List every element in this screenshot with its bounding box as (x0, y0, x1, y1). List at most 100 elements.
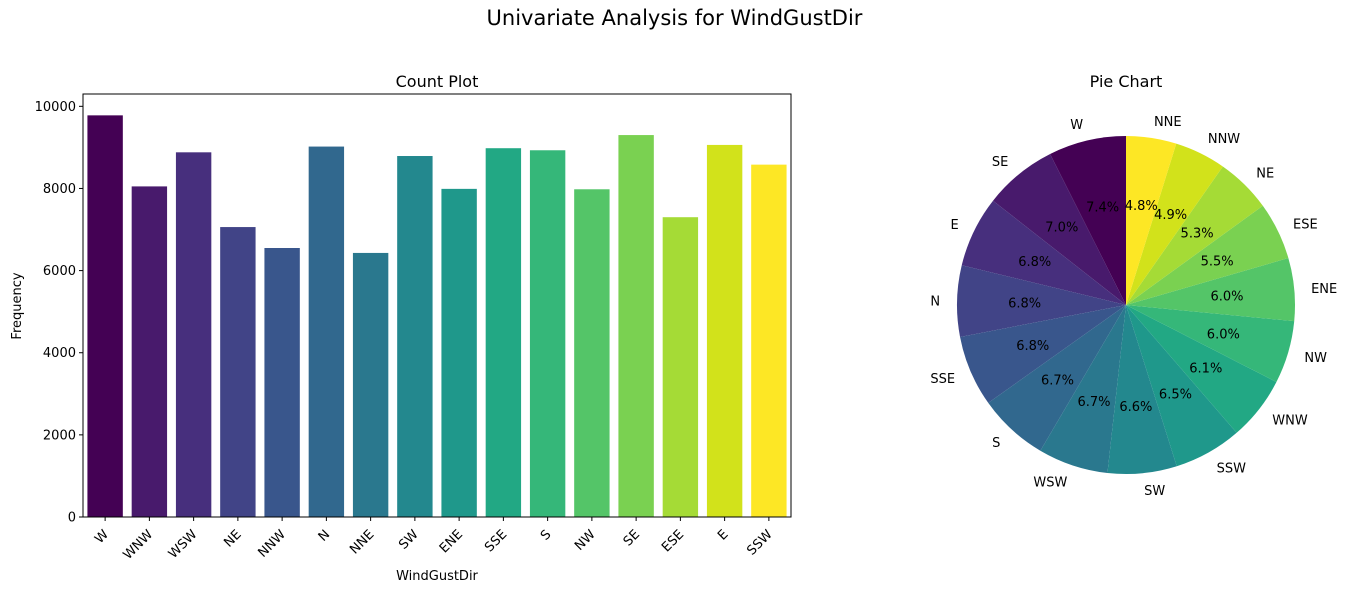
pie-percent-label: 6.8% (1018, 255, 1051, 270)
x-tick-label: E (715, 527, 731, 543)
pie-percent-label: 5.3% (1181, 227, 1214, 242)
bar-s (529, 150, 566, 517)
bar-wnw (131, 186, 168, 518)
x-tick-label: SSW (744, 527, 775, 558)
pie-percent-label: 5.5% (1201, 254, 1234, 269)
x-tick-label: ENE (437, 527, 466, 556)
count-plot-title: Count Plot (396, 72, 479, 91)
slice-nne (1126, 136, 1177, 305)
x-tick-label: SW (396, 527, 422, 553)
bar-ne (220, 227, 256, 518)
slice-sse (960, 305, 1126, 403)
pie-percent-label: 6.7% (1078, 395, 1111, 410)
y-tick-label: 6000 (43, 264, 76, 279)
bar-nnw (264, 248, 300, 517)
pie-percent-label: 6.0% (1210, 290, 1243, 305)
slice-n (956, 265, 1126, 337)
x-tick-label: N (316, 527, 333, 544)
x-tick-label: ESE (659, 527, 687, 555)
slice-wnw (1126, 305, 1277, 433)
plot-frame (82, 93, 792, 518)
pie-labels: W 7.4% SE 7.0% E 6.8% N 6.8% SSE 6.8% S 6.7% WSW 6.7%… (930, 115, 1337, 499)
pie-percent-label: 6.7% (1041, 374, 1074, 389)
slice-ene (1126, 258, 1295, 322)
slice-e (961, 200, 1126, 305)
slice-ssw (1126, 305, 1237, 467)
bar-ssw (751, 164, 787, 517)
x-tick-label: NW (572, 527, 599, 554)
slice-nw (1126, 305, 1295, 383)
pie-category-label: ESE (1293, 217, 1318, 232)
y-tick-label: 10000 (35, 100, 76, 115)
slice-s (988, 305, 1126, 451)
slice-ne (1126, 166, 1263, 305)
pie-percent-label: 6.6% (1119, 400, 1152, 415)
x-axis-label: WindGustDir (396, 569, 478, 584)
pie-percent-label: 4.9% (1154, 208, 1187, 223)
pie-category-label: ENE (1311, 282, 1337, 297)
y-axis-ticks: 0 2000 4000 6000 8000 10000 (35, 100, 83, 526)
pie-chart: Pie Chart W 7.4% SE 7.0% E 6.8% N 6.8% SSE 6.8% S 6… (930, 72, 1337, 499)
bar-wsw (175, 152, 212, 517)
x-tick-label: SE (621, 527, 643, 549)
bar-e (706, 144, 743, 518)
pie-category-label: NNE (1154, 115, 1182, 130)
slice-sw (1107, 305, 1177, 475)
y-tick-label: 8000 (43, 182, 76, 197)
pie-category-label: SW (1144, 484, 1165, 499)
pie-category-label: WSW (1033, 475, 1067, 490)
bar-n (308, 146, 345, 517)
y-tick-label: 4000 (43, 346, 76, 361)
pie-percent-label: 6.1% (1189, 362, 1222, 377)
x-tick-label: WNW (121, 527, 157, 563)
pie-category-label: NNW (1208, 132, 1240, 147)
bar-nne (352, 252, 389, 517)
bar-nw (574, 189, 610, 518)
x-tick-label: W (92, 527, 112, 547)
x-tick-label: SSE (482, 527, 510, 555)
x-tick-label: S (538, 527, 554, 543)
slice-ese (1126, 205, 1289, 305)
pie-category-label: S (992, 436, 1000, 451)
pie-percent-label: 7.0% (1045, 221, 1078, 236)
pie-percent-label: 7.4% (1086, 200, 1119, 215)
pie-percent-label: 4.8% (1125, 199, 1158, 214)
slice-wsw (1040, 305, 1126, 473)
pie-category-label: W (1070, 118, 1083, 133)
bar-w (87, 115, 123, 517)
y-tick-label: 2000 (43, 428, 76, 443)
bar-ese (662, 217, 699, 517)
pie-percent-label: 6.8% (1008, 297, 1041, 312)
pie-chart-title: Pie Chart (1090, 72, 1163, 91)
pie-slices (956, 136, 1295, 475)
slice-se (993, 153, 1126, 305)
bar-se (618, 135, 654, 517)
pie-category-label: SE (992, 155, 1008, 170)
pie-category-label: E (950, 218, 958, 233)
figure-title: Univariate Analysis for WindGustDir (487, 6, 863, 30)
y-tick-label: 0 (68, 511, 76, 526)
x-tick-label: NNE (347, 527, 377, 557)
pie-category-label: N (930, 295, 940, 310)
pie-category-label: SSW (1217, 461, 1247, 476)
pie-percent-label: 6.0% (1207, 327, 1240, 342)
bar-sw (397, 156, 433, 517)
slice-nnw (1126, 143, 1223, 305)
x-tick-label: WSW (166, 527, 201, 562)
count-plot: Count Plot 0 2000 4000 6000 8000 10000 W WNW WS… (10, 72, 792, 584)
x-tick-label: NE (221, 527, 244, 550)
pie-category-label: SSE (930, 372, 955, 387)
slice-w (1050, 136, 1126, 305)
bar-ene (441, 188, 477, 517)
bar-sse (485, 148, 522, 517)
y-axis-label: Frequency (10, 272, 25, 339)
pie-category-label: WNW (1272, 414, 1308, 429)
bars (87, 115, 787, 518)
pie-percent-label: 6.8% (1016, 339, 1049, 354)
x-tick-label: NNW (255, 527, 289, 561)
x-axis-ticks: W WNW WSW NE NNW N NNE SW ENE SSE S NW SE ESE E SSW (92, 517, 776, 563)
pie-percent-label: 6.5% (1159, 388, 1192, 403)
pie-category-label: NW (1304, 351, 1327, 366)
pie-category-label: NE (1256, 166, 1274, 181)
